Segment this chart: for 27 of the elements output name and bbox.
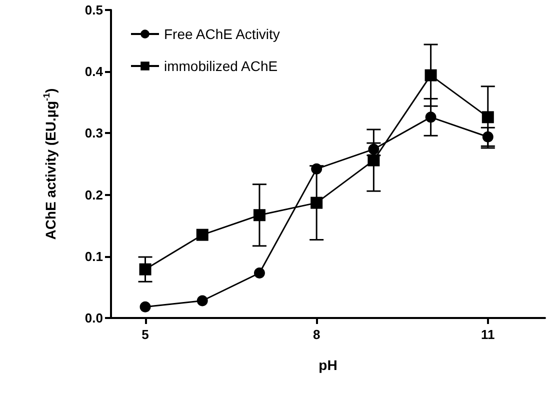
y-tick-label: 0.0	[84, 310, 103, 326]
point	[424, 69, 437, 82]
point	[254, 268, 265, 279]
point	[311, 163, 322, 174]
point	[482, 131, 494, 142]
point	[482, 111, 494, 124]
point	[196, 295, 208, 306]
y-tick-label: 0.1	[84, 248, 103, 264]
point	[368, 144, 380, 155]
legend-label: Free AChE Activity	[164, 26, 280, 42]
y-tick-label: 0.2	[84, 187, 103, 202]
point	[425, 112, 436, 123]
y-tick-label: 0.3	[84, 126, 103, 141]
x-tick-label: 11	[481, 327, 495, 342]
y-tick-label: 0.4	[84, 64, 104, 80]
x-tick-label: 8	[312, 327, 320, 342]
point	[253, 209, 266, 222]
x-axis-title: pH	[318, 357, 338, 373]
point	[196, 228, 208, 241]
legend-label: immobilized AChE	[164, 58, 278, 74]
point	[368, 154, 380, 166]
y-axis-title: AChE activity (EU.µg-1)	[42, 88, 58, 240]
point	[139, 263, 152, 276]
point	[310, 196, 323, 209]
point	[140, 301, 151, 312]
x-tick-label: 5	[142, 327, 149, 342]
y-tick-label: 0.5	[84, 2, 103, 18]
